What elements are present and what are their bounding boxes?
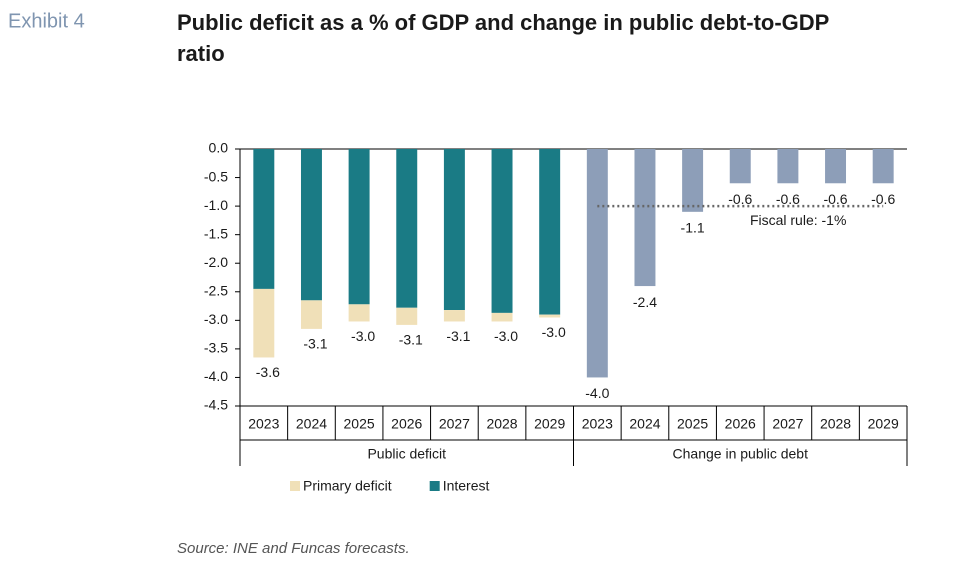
x-tick-label: 2028 — [820, 416, 851, 432]
group-label: Public deficit — [367, 446, 446, 462]
x-tick-label: 2026 — [391, 416, 422, 432]
bar-segment — [253, 149, 275, 289]
y-tick-label: -0.5 — [204, 168, 228, 184]
bar-segment — [396, 307, 418, 325]
value-label: -0.6 — [728, 191, 752, 207]
value-label: -1.1 — [681, 220, 705, 236]
bar-segment — [491, 312, 513, 322]
bar-segment — [491, 149, 513, 313]
x-tick-label: 2028 — [486, 416, 517, 432]
x-tick-label: 2023 — [248, 416, 279, 432]
y-tick-label: -2.0 — [204, 254, 228, 270]
total-label: -3.6 — [256, 364, 280, 380]
bar-segment — [348, 304, 370, 322]
source-note: Source: INE and Funcas forecasts. — [177, 540, 410, 557]
chart-title: Public deficit as a % of GDP and change … — [177, 10, 829, 35]
x-tick-label: 2029 — [534, 416, 565, 432]
bar — [872, 149, 894, 184]
chart-title: ratio — [177, 41, 225, 66]
x-tick-label: 2025 — [344, 416, 375, 432]
bar — [682, 149, 704, 212]
legend-swatch — [290, 481, 300, 491]
y-tick-label: -1.5 — [204, 225, 228, 241]
x-tick-label: 2025 — [677, 416, 708, 432]
y-tick-label: 0.0 — [209, 140, 229, 156]
bar — [825, 149, 847, 184]
value-label: -0.6 — [823, 191, 847, 207]
bar-segment — [539, 149, 561, 315]
bar-segment — [300, 149, 322, 301]
x-tick-label: 2024 — [296, 416, 327, 432]
reference-label: Fiscal rule: -1% — [750, 212, 846, 228]
legend-swatch — [429, 481, 440, 491]
total-label: -3.0 — [542, 324, 566, 340]
y-tick-label: -3.0 — [204, 311, 228, 327]
value-label: -2.4 — [633, 294, 657, 310]
bar-segment — [539, 314, 561, 318]
bar — [729, 149, 751, 184]
x-tick-label: 2027 — [772, 416, 803, 432]
total-label: -3.0 — [494, 328, 518, 344]
legend-label: Primary deficit — [303, 478, 392, 494]
x-tick-label: 2026 — [725, 416, 756, 432]
x-tick-label: 2029 — [868, 416, 899, 432]
bar-segment — [443, 149, 465, 311]
bar-segment — [396, 149, 418, 308]
x-tick-label: 2024 — [629, 416, 660, 432]
y-tick-label: -1.0 — [204, 197, 228, 213]
legend-label: Interest — [443, 478, 490, 494]
value-label: -0.6 — [871, 191, 895, 207]
y-tick-label: -3.5 — [204, 340, 228, 356]
total-label: -3.1 — [303, 336, 327, 352]
bar-segment — [443, 310, 465, 322]
x-tick-label: 2023 — [582, 416, 613, 432]
total-label: -3.1 — [446, 328, 470, 344]
bar-segment — [300, 300, 322, 329]
group-label: Change in public debt — [673, 446, 809, 462]
bar-segment — [348, 149, 370, 305]
bar — [586, 149, 608, 378]
bar-segment — [253, 288, 275, 358]
exhibit-label: Exhibit 4 — [8, 10, 85, 32]
total-label: -3.1 — [399, 332, 423, 348]
value-label: -0.6 — [776, 191, 800, 207]
bar — [777, 149, 799, 184]
value-label: -4.0 — [585, 385, 609, 401]
bar — [634, 149, 656, 287]
x-tick-label: 2027 — [439, 416, 470, 432]
total-label: -3.0 — [351, 328, 375, 344]
y-tick-label: -4.5 — [204, 397, 228, 413]
y-tick-label: -2.5 — [204, 282, 228, 298]
y-tick-label: -4.0 — [204, 368, 228, 384]
